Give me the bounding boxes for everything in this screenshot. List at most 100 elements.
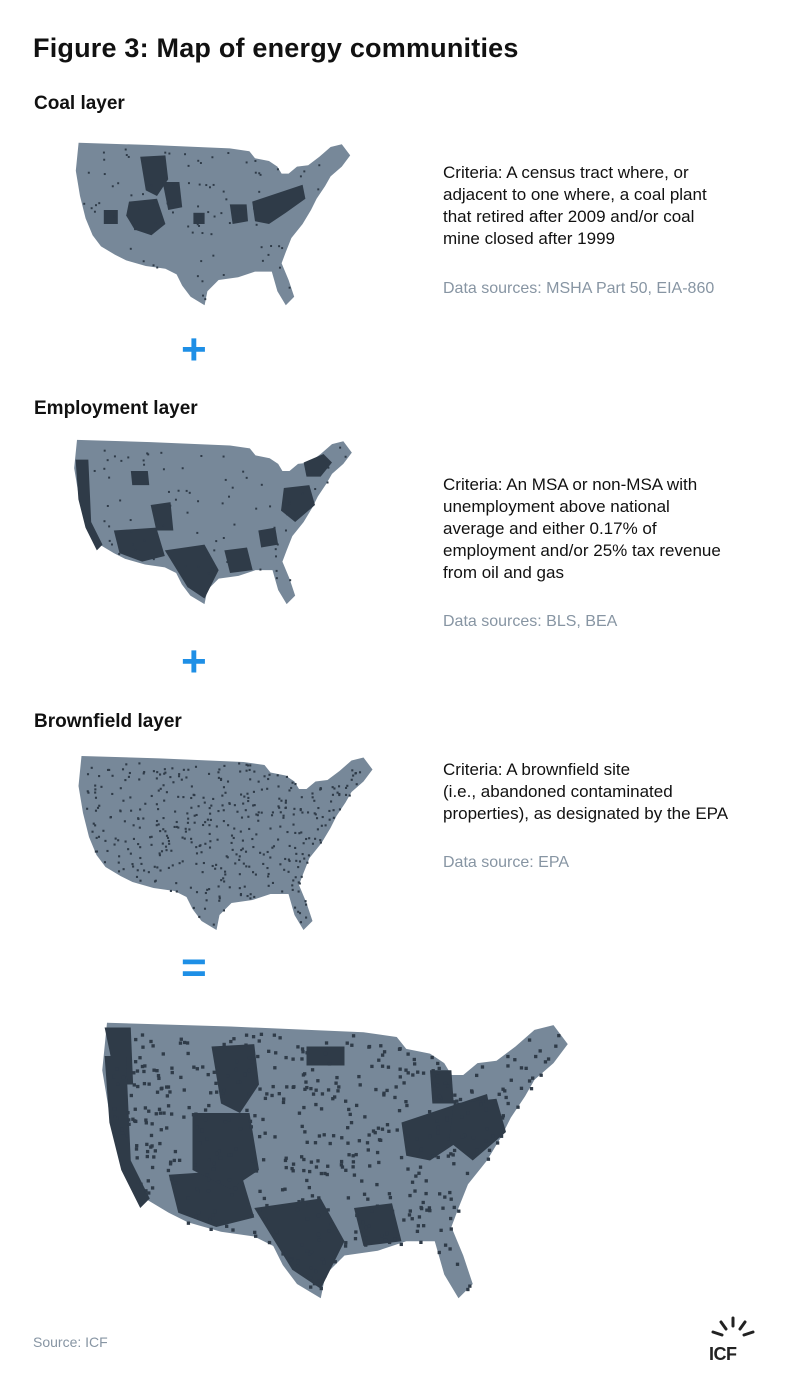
map-marker — [297, 1111, 302, 1115]
map-marker — [258, 190, 261, 193]
map-marker — [157, 823, 160, 826]
map-marker — [169, 504, 172, 507]
map-marker — [206, 888, 209, 891]
map-marker — [137, 817, 140, 820]
map-marker — [192, 1065, 196, 1069]
map-marker — [204, 891, 207, 895]
map-marker — [336, 791, 339, 794]
employment-highlights — [75, 454, 332, 599]
map-marker — [152, 770, 155, 773]
map-marker — [216, 1180, 221, 1184]
map-marker — [106, 504, 109, 507]
map-marker — [201, 871, 204, 874]
map-marker — [231, 486, 234, 489]
map-marker — [217, 810, 220, 813]
map-marker — [449, 1197, 453, 1201]
map-marker — [110, 543, 113, 546]
map-marker — [314, 1165, 319, 1169]
map-marker — [184, 827, 187, 830]
map-marker — [363, 1115, 367, 1119]
map-marker — [215, 1090, 219, 1094]
coal-layer-map — [33, 140, 393, 308]
map-marker — [190, 785, 193, 788]
map-marker — [218, 768, 221, 771]
map-marker — [437, 1094, 442, 1099]
map-marker — [299, 921, 303, 924]
map-marker — [436, 1125, 440, 1130]
map-marker — [149, 1039, 153, 1044]
map-marker — [132, 824, 135, 827]
coal-map-svg — [75, 142, 351, 306]
map-marker — [371, 1129, 376, 1133]
map-marker — [302, 1157, 306, 1162]
employment-layer-title: Employment layer — [34, 398, 198, 419]
map-marker — [300, 1047, 305, 1051]
map-marker — [127, 848, 130, 851]
map-marker — [295, 852, 298, 855]
map-marker — [194, 765, 198, 768]
map-marker — [190, 837, 193, 840]
map-marker — [269, 856, 272, 859]
map-marker — [267, 875, 270, 878]
map-marker — [249, 893, 252, 896]
map-marker — [223, 764, 226, 767]
map-marker — [281, 890, 284, 893]
map-marker — [411, 1073, 415, 1077]
map-marker — [387, 1240, 392, 1245]
map-marker — [435, 1083, 440, 1088]
map-marker — [141, 1045, 145, 1049]
map-marker — [119, 499, 122, 502]
map-marker — [305, 1085, 309, 1090]
map-marker — [398, 1067, 402, 1071]
map-marker — [235, 215, 238, 218]
map-marker — [338, 792, 341, 796]
map-marker — [314, 837, 317, 840]
map-marker — [166, 1168, 171, 1173]
map-marker — [222, 274, 225, 276]
map-marker — [281, 1100, 286, 1105]
map-marker — [345, 1041, 349, 1045]
map-marker — [133, 1060, 138, 1064]
map-marker — [208, 824, 211, 827]
map-marker — [147, 1191, 151, 1195]
map-marker — [218, 1156, 223, 1160]
map-marker — [516, 1105, 520, 1109]
map-marker — [310, 1068, 315, 1072]
map-marker — [185, 776, 188, 779]
map-marker — [328, 1141, 332, 1146]
map-marker — [222, 786, 226, 789]
map-marker — [97, 835, 101, 838]
map-marker — [313, 812, 316, 815]
map-marker — [120, 1131, 125, 1135]
map-marker — [410, 1217, 414, 1221]
map-marker — [115, 1067, 119, 1071]
map-marker — [377, 1160, 381, 1165]
map-marker — [187, 164, 190, 167]
map-marker — [200, 260, 203, 263]
map-marker — [127, 775, 130, 778]
map-marker — [135, 875, 139, 878]
map-marker — [250, 1214, 254, 1218]
map-marker — [213, 549, 216, 552]
map-marker — [150, 835, 153, 838]
map-marker — [278, 806, 281, 809]
map-marker — [301, 492, 304, 495]
map-marker — [232, 1037, 236, 1041]
map-marker — [215, 1151, 219, 1156]
map-marker — [172, 781, 175, 784]
map-marker — [236, 219, 238, 222]
map-marker — [275, 555, 278, 558]
combined-highlights — [104, 1027, 506, 1289]
map-marker — [134, 548, 137, 551]
map-marker — [115, 1116, 119, 1120]
map-marker — [103, 449, 106, 452]
map-marker — [163, 772, 166, 775]
map-marker — [375, 1182, 379, 1187]
map-marker — [175, 825, 178, 828]
map-marker — [152, 264, 155, 267]
map-marker — [529, 1087, 534, 1091]
map-marker — [214, 1081, 218, 1085]
map-marker — [335, 1075, 339, 1080]
map-marker — [307, 854, 310, 857]
map-marker — [167, 866, 170, 869]
